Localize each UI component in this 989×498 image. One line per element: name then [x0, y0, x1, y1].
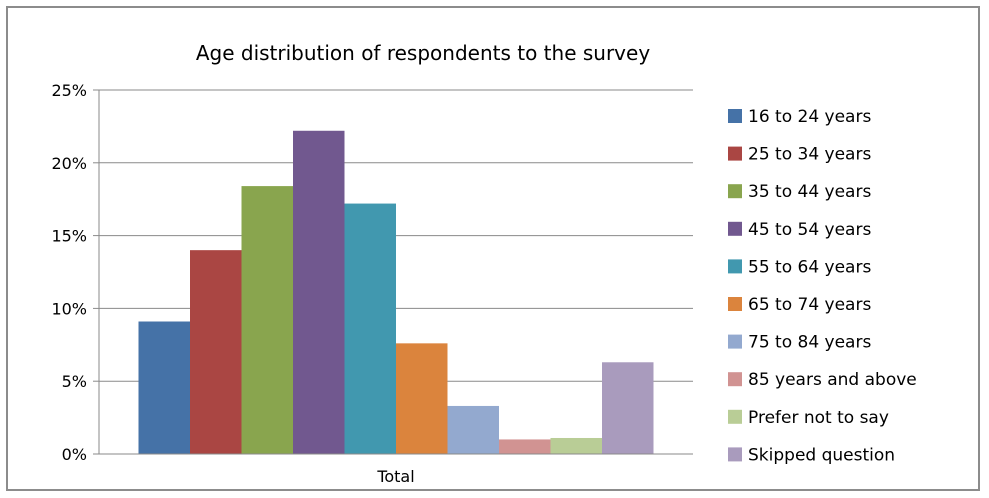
- bar-7: [447, 405, 499, 454]
- y-tick-label: 20%: [51, 154, 87, 173]
- y-tick-label: 25%: [51, 81, 87, 100]
- legend-label: 65 to 74 years: [748, 295, 871, 315]
- chart-title: Age distribution of respondents to the s…: [196, 41, 650, 65]
- y-tick-label: 5%: [62, 372, 87, 391]
- legend-label: Prefer not to say: [748, 408, 889, 428]
- y-tick-label: 15%: [51, 227, 87, 246]
- x-category-label: Total: [376, 467, 414, 486]
- bar-3: [241, 186, 293, 454]
- y-tick-label: 0%: [62, 445, 87, 464]
- legend-swatch: [728, 372, 742, 387]
- legend-swatch: [728, 221, 742, 236]
- bar-1: [138, 321, 190, 454]
- legend-label: Skipped question: [748, 445, 895, 465]
- bar-chart: Age distribution of respondents to the s…: [51, 41, 917, 486]
- legend-swatch: [728, 259, 742, 274]
- legend-label: 16 to 24 years: [748, 107, 871, 127]
- legend-label: 55 to 64 years: [748, 257, 871, 277]
- bar-5: [344, 203, 396, 454]
- legend-swatch: [728, 184, 742, 199]
- legend-swatch: [728, 297, 742, 311]
- legend-swatch: [728, 447, 742, 462]
- bar-2: [190, 250, 242, 454]
- bar-9: [550, 437, 602, 454]
- legend-label: 85 years and above: [748, 370, 917, 390]
- y-tick-label: 10%: [51, 299, 87, 318]
- legend-label: 35 to 44 years: [748, 182, 871, 202]
- bars: [138, 130, 654, 454]
- chart-frame: Age distribution of respondents to the s…: [6, 6, 980, 491]
- bar-10: [602, 362, 654, 454]
- legend-label: 45 to 54 years: [748, 220, 871, 240]
- legend-swatch: [728, 146, 742, 161]
- legend-label: 75 to 84 years: [748, 333, 871, 353]
- legend-swatch: [728, 109, 742, 123]
- bar-6: [396, 343, 448, 454]
- legend-swatch: [728, 334, 742, 349]
- legend-swatch: [728, 409, 742, 424]
- bar-4: [293, 130, 345, 454]
- axes: 0% 5% 10% 15% 20% 25% Total: [51, 81, 693, 486]
- legend: 16 to 24 years 25 to 34 years 35 to 44 yea…: [728, 107, 917, 465]
- legend-label: 25 to 34 years: [748, 145, 871, 165]
- bar-8: [499, 439, 551, 454]
